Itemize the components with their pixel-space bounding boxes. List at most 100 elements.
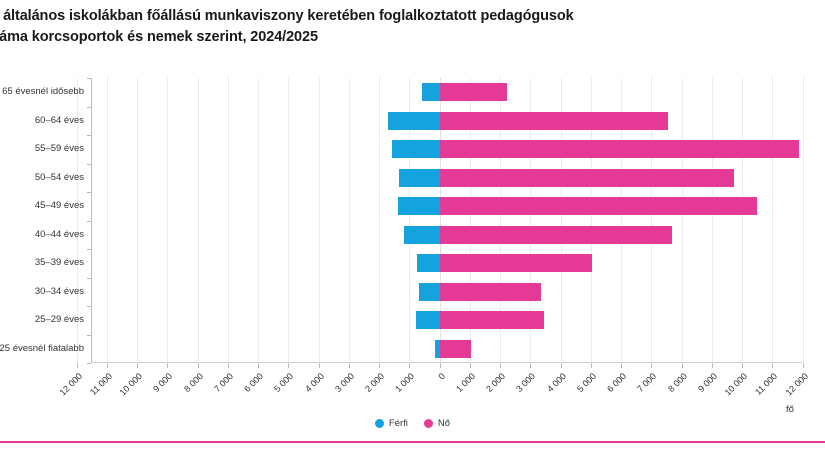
- y-tickmark: [87, 192, 91, 193]
- y-tickmark: [87, 221, 91, 222]
- x-tickmark: [137, 363, 139, 368]
- gridline: [772, 78, 774, 363]
- y-axis-label: 65 évesnél idősebb: [2, 86, 84, 98]
- x-tickmark: [621, 363, 623, 368]
- bar-male[interactable]: [392, 140, 440, 159]
- x-tickmark: [560, 363, 562, 368]
- gridline: [197, 78, 199, 363]
- gridline: [167, 78, 169, 363]
- x-tickmark: [802, 363, 804, 368]
- bar-male[interactable]: [416, 311, 440, 330]
- gridline: [530, 78, 532, 363]
- y-axis-labels: 65 évesnél idősebb 60–64 éves 55–59 éves 50…: [0, 78, 825, 364]
- x-tickmark: [711, 363, 713, 368]
- x-tickmark: [167, 363, 169, 368]
- y-tickmark: [87, 335, 91, 336]
- legend-swatch-icon: [423, 419, 433, 428]
- legend: Férfi Nő: [0, 418, 825, 429]
- y-axis-label: 55–59 éves: [34, 143, 84, 155]
- gridline-zero: [439, 78, 441, 363]
- bar-row: [91, 140, 802, 159]
- legend-swatch-icon: [374, 419, 384, 428]
- y-axis-line: [91, 78, 92, 363]
- bar-male[interactable]: [421, 83, 440, 102]
- x-tickmark: [469, 363, 471, 368]
- bar-male[interactable]: [388, 111, 440, 130]
- gridline: [711, 78, 713, 363]
- y-tickmark: [87, 278, 91, 279]
- title-line-1: z általános iskolákban főállású munkavis…: [0, 8, 574, 24]
- x-tickmark: [348, 363, 350, 368]
- x-tickmark: [530, 363, 532, 368]
- bar-female[interactable]: [439, 339, 471, 358]
- gridline: [500, 78, 502, 363]
- gridline: [560, 78, 562, 363]
- bar-female[interactable]: [439, 168, 735, 187]
- x-axis-tick-label: 9 000: [151, 371, 175, 395]
- gridline: [802, 78, 804, 363]
- bar-row: [91, 168, 802, 187]
- gridline: [379, 78, 381, 363]
- y-tickmark: [87, 107, 91, 108]
- bar-row: [91, 339, 802, 358]
- x-tickmark: [379, 363, 381, 368]
- x-tickmark: [439, 363, 441, 368]
- gridline: [469, 78, 471, 363]
- bar-female[interactable]: [439, 282, 542, 301]
- bar-female[interactable]: [439, 140, 800, 159]
- bar-male[interactable]: [404, 225, 440, 244]
- legend-label: Nő: [437, 418, 451, 429]
- bar-female[interactable]: [439, 197, 757, 216]
- x-tickmark: [227, 363, 229, 368]
- bar-row: [91, 197, 802, 216]
- gridline: [318, 78, 320, 363]
- x-tickmark: [590, 363, 592, 368]
- x-tickmark: [197, 363, 199, 368]
- bar-row: [91, 311, 802, 330]
- bar-female[interactable]: [439, 83, 508, 102]
- bar-male[interactable]: [416, 254, 440, 273]
- bar-female[interactable]: [439, 254, 592, 273]
- y-tickmark: [87, 78, 91, 79]
- gridline: [590, 78, 592, 363]
- bar-male[interactable]: [418, 282, 440, 301]
- legend-label: Férfi: [388, 418, 408, 429]
- y-tickmark: [87, 363, 91, 364]
- y-axis-label: 35–39 éves: [34, 257, 84, 269]
- y-tickmark: [87, 164, 91, 165]
- gridline: [106, 78, 108, 363]
- y-tickmark: [87, 135, 91, 136]
- x-axis-line: [91, 362, 802, 363]
- bar-row: [91, 225, 802, 244]
- unit-label: fő: [786, 404, 794, 415]
- y-axis-label: 25 évesnél fiatalabb: [0, 342, 84, 354]
- bar-male[interactable]: [399, 168, 440, 187]
- gridline: [76, 78, 78, 363]
- x-tickmark: [258, 363, 260, 368]
- x-tickmark: [288, 363, 290, 368]
- gridline: [227, 78, 229, 363]
- y-axis-label: 40–44 éves: [34, 228, 84, 240]
- bar-female[interactable]: [439, 311, 545, 330]
- x-tickmark: [772, 363, 774, 368]
- bar-female[interactable]: [439, 111, 669, 130]
- gridline: [681, 78, 683, 363]
- gridline: [409, 78, 411, 363]
- gridline: [742, 78, 744, 363]
- gridline: [348, 78, 350, 363]
- legend-item[interactable]: Férfi: [374, 418, 408, 429]
- gridline: [621, 78, 623, 363]
- legend-item[interactable]: Nő: [423, 418, 451, 429]
- x-tickmark: [318, 363, 320, 368]
- title-line-2: záma korcsoportok és nemek szerint, 2024…: [0, 29, 318, 46]
- y-axis-label: 60–64 éves: [34, 114, 84, 126]
- x-tickmark: [409, 363, 411, 368]
- gridline: [137, 78, 139, 363]
- bar-female[interactable]: [439, 225, 673, 244]
- bar-male[interactable]: [434, 339, 440, 358]
- x-tickmark: [742, 363, 744, 368]
- x-axis-labels: 12 000 11 000 10 000 9 000 8 000 7 000 6 000 5 …: [0, 368, 825, 414]
- gridline: [651, 78, 653, 363]
- gridline: [288, 78, 290, 363]
- bar-male[interactable]: [398, 197, 440, 216]
